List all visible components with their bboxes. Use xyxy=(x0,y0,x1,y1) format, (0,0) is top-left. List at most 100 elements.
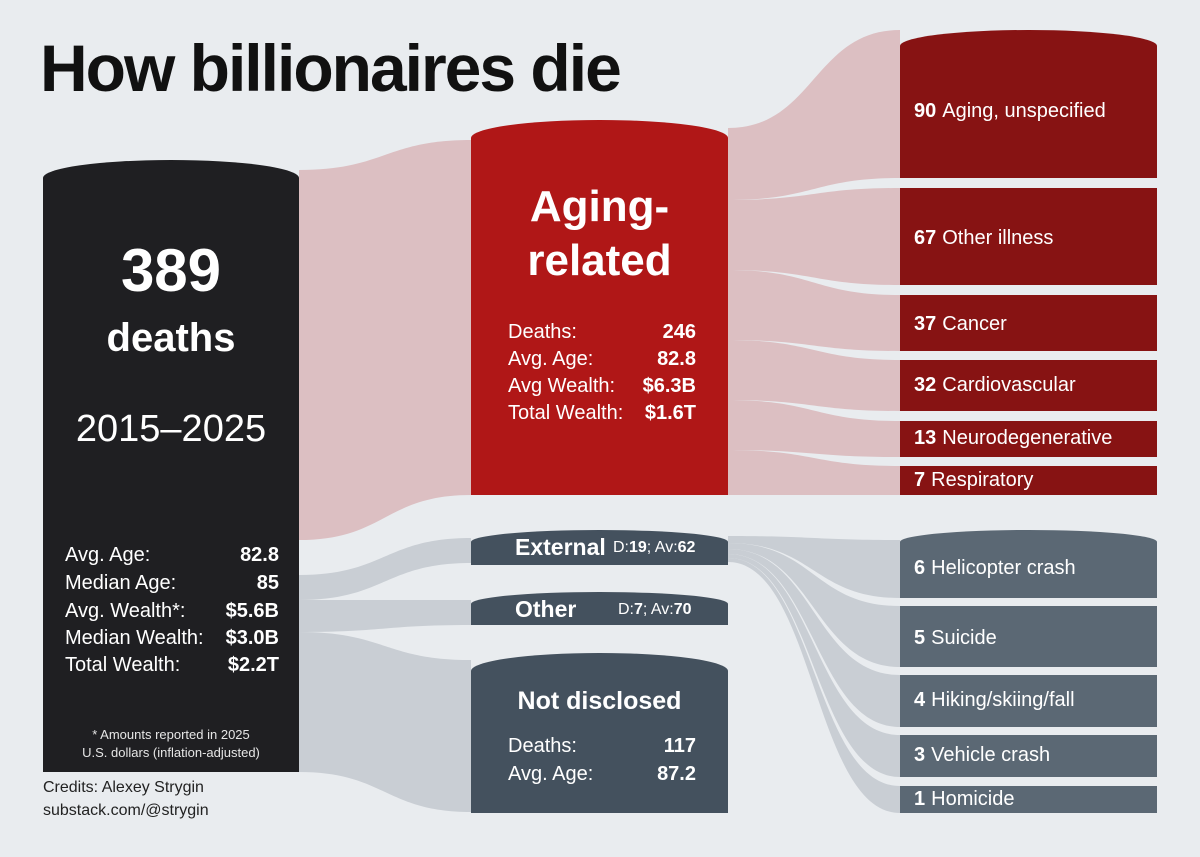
meta-deaths-label: D: xyxy=(613,539,629,556)
cause-count: 7 xyxy=(914,469,926,491)
flow-total-to-aging xyxy=(299,140,471,540)
cause-label: Vehicle crash xyxy=(931,744,1051,766)
credits-author: Credits: Alexey Strygin xyxy=(43,779,204,796)
meta-age-label: ; Av: xyxy=(642,601,674,618)
flow-vehicle-crash xyxy=(728,554,900,777)
footnote: * Amounts reported in 2025 U.S. dollars … xyxy=(43,726,299,762)
cause-count: 90 xyxy=(914,100,937,122)
cause-label: Cancer xyxy=(942,313,1007,335)
flow-respiratory xyxy=(728,450,900,495)
cause-neurodegenerative: 13 Neurodegenerative xyxy=(900,421,1157,457)
total-stat-row: Avg. Wealth*: $5.6B xyxy=(65,600,279,626)
cause-count: 32 xyxy=(914,374,937,396)
cause-aging-unspecified: 90 Aging, unspecified xyxy=(900,30,1157,178)
meta-deaths-value: 7 xyxy=(634,601,643,618)
stat-value: $1.6T xyxy=(644,402,696,424)
cause-label: Aging, unspecified xyxy=(942,100,1106,122)
aging-title: Aging- related xyxy=(471,180,728,288)
total-stat-row: Avg. Age: 82.8 xyxy=(65,544,279,570)
cause-vehicle-crash: 3 Vehicle crash xyxy=(900,735,1157,777)
not-disclosed-stat-row: Deaths: 117 xyxy=(508,735,696,761)
stat-value: $3.0B xyxy=(225,627,279,649)
stat-label: Deaths: xyxy=(508,735,577,757)
flow-helicopter-crash xyxy=(728,536,900,598)
stat-value: 117 xyxy=(663,735,696,757)
stat-value: 82.8 xyxy=(240,544,279,566)
stat-label: Avg. Age: xyxy=(508,763,594,785)
cause-count: 37 xyxy=(914,313,937,335)
meta-deaths-label: D: xyxy=(618,601,634,618)
stat-value: $5.6B xyxy=(225,600,279,622)
cause-suicide: 5 Suicide xyxy=(900,606,1157,667)
stat-label: Avg. Wealth*: xyxy=(65,600,186,622)
stat-value: 246 xyxy=(662,321,696,343)
cause-label: Cardiovascular xyxy=(942,374,1076,396)
stat-value: 87.2 xyxy=(657,763,696,785)
cause-hiking-skiing-fall: 4 Hiking/skiing/fall xyxy=(900,675,1157,727)
page-title: How billionaires die xyxy=(40,31,622,105)
stat-label: Total Wealth: xyxy=(508,402,624,424)
other-title: Other xyxy=(515,596,577,622)
cause-homicide: 1 Homicide xyxy=(900,786,1157,813)
external-title: External xyxy=(515,534,606,560)
not-disclosed-title: Not disclosed xyxy=(517,687,682,715)
total-period: 2015–2025 xyxy=(75,408,267,450)
stat-value: $2.2T xyxy=(227,654,279,676)
stat-label: Total Wealth: xyxy=(65,654,181,676)
other-node: Other D:7; Av:70 xyxy=(471,592,728,625)
flow-aging-unspecified xyxy=(728,30,900,200)
cause-other-illness: 67 Other illness xyxy=(900,188,1157,285)
flow-total-to-not-disclosed xyxy=(299,632,471,812)
total-stat-row: Median Age: 85 xyxy=(65,572,279,598)
flow-total-to-external xyxy=(299,538,471,600)
aging-stat-row: Avg Wealth: $6.3B xyxy=(508,375,696,401)
aging-stat-row: Deaths: 246 xyxy=(508,321,696,347)
cause-count: 13 xyxy=(914,427,937,449)
cause-count: 6 xyxy=(914,557,926,579)
total-stat-row: Median Wealth: $3.0B xyxy=(65,627,279,653)
credits: Credits: Alexey Strygin substack.com/@st… xyxy=(43,776,209,822)
stat-label: Median Age: xyxy=(65,572,177,594)
cause-cancer: 37 Cancer xyxy=(900,295,1157,351)
total-stat-row: Total Wealth: $2.2T xyxy=(65,654,279,680)
stat-value: $6.3B xyxy=(642,375,696,397)
stat-value: 82.8 xyxy=(657,348,696,370)
cause-label: Helicopter crash xyxy=(931,557,1076,579)
footnote-line: U.S. dollars (inflation-adjusted) xyxy=(82,745,260,760)
cause-label: Neurodegenerative xyxy=(942,427,1113,449)
total-unit: deaths xyxy=(106,316,236,360)
flow-other-illness xyxy=(728,188,900,285)
external-node: External D:19; Av:62 xyxy=(471,530,728,565)
flow-homicide xyxy=(728,558,900,813)
cause-helicopter-crash: 6 Helicopter crash xyxy=(900,530,1157,598)
aging-title-line: Aging- xyxy=(529,182,670,231)
cause-label: Hiking/skiing/fall xyxy=(931,689,1075,711)
cause-count: 1 xyxy=(914,788,926,810)
flow-cancer xyxy=(728,270,900,351)
cause-cardiovascular: 32 Cardiovascular xyxy=(900,360,1157,411)
cause-label: Suicide xyxy=(931,627,997,649)
flow-total-to-other xyxy=(299,600,471,632)
cause-label: Respiratory xyxy=(931,469,1034,491)
credits-link[interactable]: substack.com/@strygin xyxy=(43,802,209,819)
footnote-line: * Amounts reported in 2025 xyxy=(92,727,250,742)
aging-stat-row: Avg. Age: 82.8 xyxy=(508,348,696,374)
stat-label: Avg. Age: xyxy=(65,544,151,566)
stat-label: Avg Wealth: xyxy=(508,375,616,397)
not-disclosed-node: Not disclosed Deaths: 117 Avg. Age: 87.2 xyxy=(471,653,728,813)
external-meta: D:19; Av:62 xyxy=(613,539,695,557)
cause-count: 4 xyxy=(914,689,926,711)
cause-label: Homicide xyxy=(931,788,1015,810)
stat-label: Deaths: xyxy=(508,321,577,343)
meta-age-value: 70 xyxy=(673,601,692,618)
total-count: 389 xyxy=(120,237,222,304)
flow-cardiovascular xyxy=(728,340,900,411)
cause-count: 67 xyxy=(914,227,937,249)
cause-label: Other illness xyxy=(942,227,1054,249)
meta-age-value: 62 xyxy=(677,539,696,556)
aging-related-node: Aging- related Deaths: 246 Avg. Age: 82.… xyxy=(471,120,728,495)
stat-label: Median Wealth: xyxy=(65,627,204,649)
aging-title-line: related xyxy=(527,236,672,285)
cause-respiratory: 7 Respiratory xyxy=(900,466,1157,495)
